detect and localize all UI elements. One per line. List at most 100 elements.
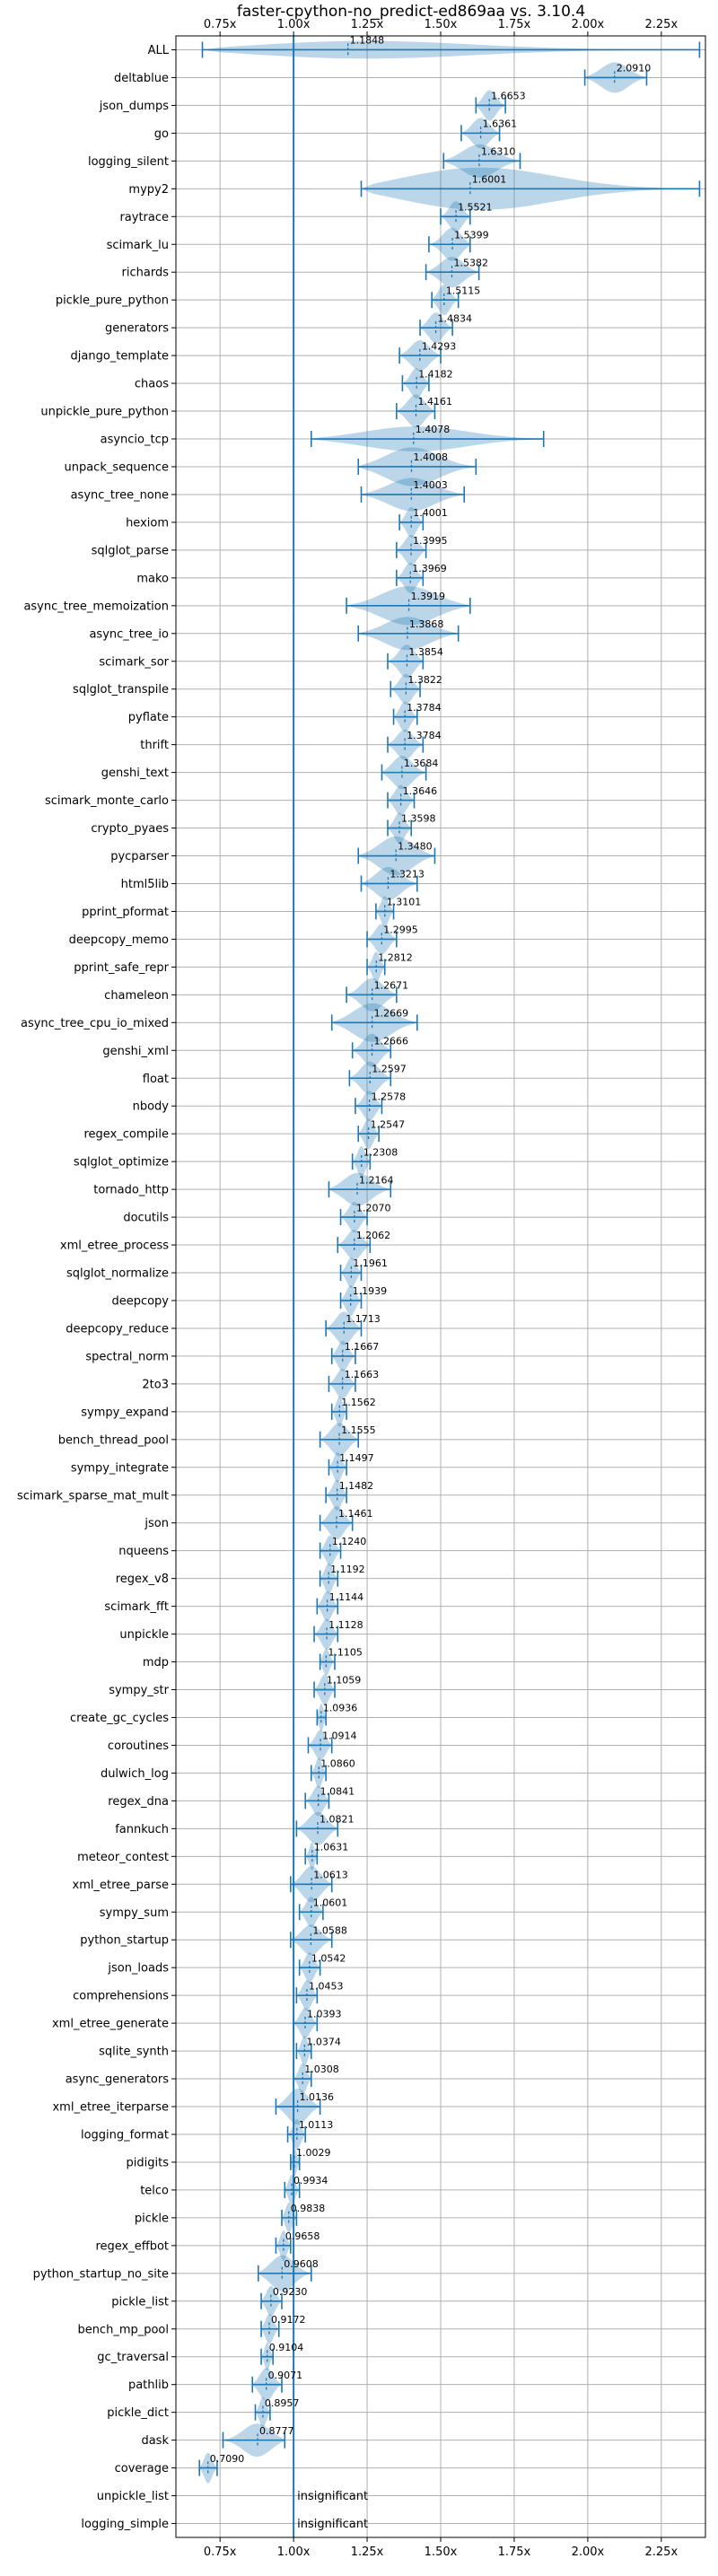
mean-value-label: 1.3868: [409, 618, 444, 630]
benchmark-label: meteor_contest: [77, 1851, 169, 1864]
chart-title: faster-cpython-no_predict-ed869aa vs. 3.…: [237, 3, 585, 21]
mean-value-label: 1.5115: [446, 285, 480, 296]
benchmark-label: 2to3: [142, 1378, 169, 1391]
xtick-label-top: 1.25x: [351, 18, 384, 31]
benchmark-label: tornado_http: [93, 1184, 169, 1197]
mean-value-label: 1.3480: [398, 841, 433, 853]
mean-value-label: 1.0936: [323, 1703, 358, 1714]
benchmark-label: pickle_dict: [107, 2406, 169, 2420]
mean-value-label: 1.0841: [320, 1786, 355, 1798]
mean-value-label: 0.9658: [285, 2230, 320, 2242]
benchmark-label: scimark_sor: [99, 655, 169, 669]
mean-value-label: 1.2995: [383, 924, 418, 936]
mean-value-label: 1.0542: [311, 1952, 346, 1964]
benchmark-label: sympy_str: [109, 1684, 169, 1697]
benchmark-label: pprint_safe_repr: [74, 961, 169, 975]
mean-value-label: 1.6361: [483, 118, 518, 130]
mean-value-label: 1.0588: [312, 1924, 347, 1936]
xtick-label-bottom: 1.50x: [425, 2545, 458, 2559]
mean-value-label: 1.4003: [413, 479, 448, 491]
benchmark-label: asyncio_tcp: [101, 434, 169, 447]
insignificant-label: insignificant: [297, 2518, 368, 2531]
mean-value-label: 1.2547: [371, 1118, 406, 1130]
mean-value-label: 1.0821: [320, 1814, 355, 1826]
benchmark-label: crypto_pyaes: [91, 822, 169, 836]
mean-value-label: 1.0374: [306, 2036, 341, 2047]
mean-value-label: 1.3919: [411, 591, 446, 602]
xtick-label-bottom: 1.75x: [498, 2545, 531, 2559]
benchmark-label: dulwich_log: [101, 1767, 169, 1781]
benchmark-label: deltablue: [114, 72, 169, 85]
benchmark-label: thrift: [140, 739, 169, 752]
xtick-label-top: 1.00x: [277, 18, 311, 31]
xtick-label-top: 1.50x: [425, 18, 458, 31]
benchmark-label: hexiom: [126, 516, 169, 530]
benchmark-label: mako: [136, 572, 169, 585]
mean-value-label: 1.1144: [329, 1591, 364, 1603]
mean-value-label: 0.9230: [273, 2286, 308, 2298]
benchmark-label: html5lib: [121, 878, 169, 891]
mean-value-label: 1.4834: [438, 312, 473, 324]
benchmark-label: logging_format: [81, 2128, 169, 2142]
mean-value-label: 1.4161: [417, 396, 452, 407]
xtick-label-bottom: 1.00x: [277, 2545, 311, 2559]
benchmark-label: deepcopy_memo: [69, 933, 169, 947]
mean-value-label: 1.2164: [359, 1174, 394, 1186]
mean-value-label: 1.5521: [458, 201, 493, 213]
benchmark-label: python_startup_no_site: [33, 2267, 169, 2281]
benchmark-label: pickle_list: [111, 2295, 169, 2309]
benchmark-label: sqlglot_optimize: [74, 1156, 169, 1170]
xtick-label-bottom: 2.25x: [645, 2545, 679, 2559]
benchmark-label: scimark_fft: [104, 1600, 169, 1614]
benchmark-label: async_tree_cpu_io_mixed: [21, 1017, 169, 1030]
benchmark-label: float: [143, 1073, 169, 1086]
benchmark-label: scimark_monte_carlo: [45, 794, 169, 808]
mean-value-label: 1.3684: [404, 758, 439, 769]
mean-value-label: 1.2666: [373, 1035, 408, 1047]
mean-value-label: 1.5382: [454, 257, 489, 268]
benchmark-label: comprehensions: [73, 1990, 169, 2003]
mean-value-label: 1.1482: [339, 1480, 374, 1492]
mean-value-label: 1.4182: [418, 368, 453, 380]
benchmark-label: async_tree_none: [71, 488, 169, 502]
mean-value-label: 1.1939: [353, 1285, 388, 1297]
benchmark-label: json: [144, 1517, 169, 1530]
mean-value-label: 1.6310: [481, 146, 516, 158]
benchmark-label: pidigits: [127, 2156, 170, 2169]
benchmark-label: nbody: [133, 1100, 170, 1114]
mean-value-label: 1.3784: [407, 702, 442, 714]
benchmark-label: sympy_integrate: [71, 1461, 169, 1475]
mean-value-label: 1.2597: [372, 1063, 407, 1074]
mean-value-label: 1.4008: [413, 451, 448, 463]
benchmark-label: sqlglot_normalize: [66, 1267, 169, 1281]
benchmark-label: json_loads: [107, 1962, 169, 1976]
mean-value-label: 0.9071: [268, 2370, 303, 2381]
benchmark-label: pickle: [135, 2212, 169, 2225]
grid-lines: [176, 36, 705, 2537]
mean-value-label: 1.2578: [372, 1091, 407, 1102]
benchmark-label: pickle_pure_python: [56, 294, 169, 308]
mean-value-label: 1.3213: [390, 869, 425, 881]
mean-value-label: 1.1128: [328, 1619, 363, 1631]
benchmark-label: sympy_sum: [100, 1906, 169, 1920]
mean-value-label: 0.8957: [265, 2397, 300, 2409]
benchmark-label: scimark_lu: [107, 239, 169, 252]
mean-value-label: 1.1105: [328, 1647, 363, 1659]
xtick-label-bottom: 0.75x: [204, 2545, 237, 2559]
benchmark-label: genshi_text: [101, 767, 169, 780]
mean-value-label: 1.0453: [309, 1980, 344, 1992]
xtick-label-top: 0.75x: [204, 18, 237, 31]
mean-value-label: 2.0910: [617, 63, 652, 74]
benchmark-label: sqlglot_transpile: [73, 683, 169, 697]
benchmark-label: ALL: [148, 44, 170, 57]
mean-value-label: 1.2669: [374, 1008, 409, 1020]
mean-value-label: 1.1562: [341, 1397, 376, 1408]
benchmark-label: go: [154, 127, 169, 141]
mean-value-label: 1.2671: [374, 980, 409, 992]
mean-value-label: 0.9104: [269, 2342, 304, 2353]
benchmark-label: pathlib: [128, 2379, 169, 2392]
benchmark-label: sqlglot_parse: [92, 544, 169, 557]
benchmark-label: async_tree_io: [89, 627, 169, 641]
benchmark-label: coverage: [115, 2462, 169, 2475]
